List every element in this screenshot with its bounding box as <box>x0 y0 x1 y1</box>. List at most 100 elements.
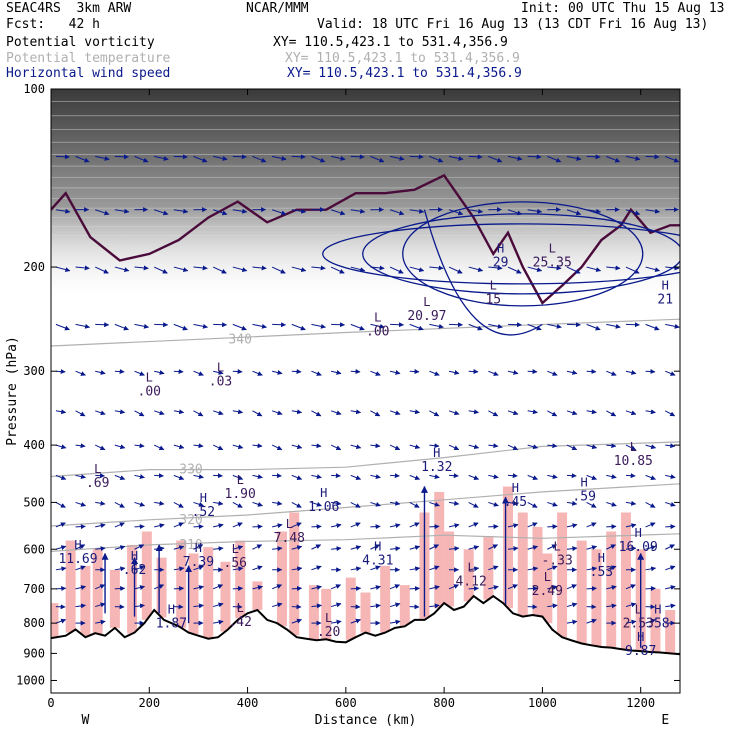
wind-vector <box>527 522 538 528</box>
wind-vector <box>114 369 125 375</box>
wind-vector <box>566 500 578 506</box>
wind-vector <box>370 323 385 329</box>
wind-vector <box>468 323 483 331</box>
wind-vector <box>95 500 106 506</box>
wind-vector <box>409 474 421 480</box>
x-tick-label: 0 <box>47 696 54 710</box>
wind-vector <box>75 544 86 550</box>
wind-vector <box>547 585 558 590</box>
wind-vector <box>291 208 307 214</box>
wind-vector <box>527 369 538 375</box>
wind-vector <box>586 566 598 572</box>
field-xy-potential-temperature: XY= 110.5,423.1 to 531.4,356.9 <box>285 51 520 66</box>
wind-vector <box>586 154 601 160</box>
wind-vector <box>232 522 243 528</box>
wind-vector <box>193 585 204 590</box>
wind-vector <box>468 586 479 592</box>
wind-vector <box>527 586 538 592</box>
pv-fill <box>188 553 199 635</box>
wind-vector <box>95 444 106 451</box>
wind-vector <box>429 370 440 376</box>
wind-vector <box>547 155 562 163</box>
wind-vector <box>566 370 578 375</box>
pv-fill <box>276 531 287 627</box>
wind-vector <box>291 444 303 450</box>
wind-vector <box>213 619 224 625</box>
wind-vector <box>271 266 286 274</box>
wind-vector <box>330 209 346 216</box>
wind-vector <box>114 208 130 214</box>
wind-vector <box>488 410 499 417</box>
high-marker: H <box>512 481 519 495</box>
pv-fill <box>109 569 120 628</box>
wind-vector <box>409 154 424 160</box>
wind-vector <box>370 501 381 507</box>
low-marker: L <box>544 570 551 584</box>
wind-vector <box>370 585 381 590</box>
wind-vector <box>134 603 145 609</box>
wind-vector <box>134 323 150 329</box>
wind-vector <box>291 566 303 572</box>
wind-vector <box>252 474 263 480</box>
wind-vector <box>55 566 67 572</box>
low-marker: L <box>286 517 293 531</box>
extremum-value: 11.69 <box>58 552 97 567</box>
wind-vector <box>350 266 366 273</box>
wind-vector <box>468 409 479 415</box>
wind-vector <box>665 265 680 271</box>
wind-vector <box>488 474 499 480</box>
wind-vector <box>252 544 263 550</box>
wind-vector <box>429 524 440 530</box>
extremum-value: .45 <box>504 495 527 510</box>
wind-vector <box>212 444 224 451</box>
wind-vector <box>645 522 656 528</box>
wind-vector <box>193 265 208 271</box>
wind-vector <box>488 544 498 550</box>
extremum-value: 1.87 <box>156 617 187 632</box>
theta-contour-label: 310 <box>179 538 202 553</box>
wind-vector <box>645 501 656 508</box>
y-tick-label: 400 <box>23 438 45 452</box>
wind-vector <box>232 369 243 375</box>
wind-vector <box>429 501 440 507</box>
wind-vector <box>114 501 125 508</box>
wind-vector <box>154 473 164 479</box>
east-end-label: E <box>661 713 669 728</box>
wind-vector <box>547 565 558 571</box>
wind-vector <box>350 474 362 480</box>
wind-vector <box>606 474 617 480</box>
wind-vector <box>625 266 640 274</box>
wind-vector <box>272 473 282 479</box>
pv-fill <box>620 512 631 650</box>
wind-vector <box>566 155 582 161</box>
low-marker: L <box>325 611 332 625</box>
theta-contour-label: 320 <box>179 513 202 528</box>
pv-fill <box>463 549 474 602</box>
wind-vector <box>448 155 464 161</box>
wind-vector <box>566 410 578 416</box>
extremum-value: -.33 <box>541 554 572 569</box>
wind-vector <box>586 522 597 528</box>
wind-vector <box>173 266 189 273</box>
wind-vector <box>389 523 401 529</box>
wind-vector <box>665 410 676 417</box>
wind-vector <box>527 409 538 415</box>
wind-vector <box>586 545 598 551</box>
extremum-value: 9.87 <box>625 644 656 659</box>
wind-vector <box>55 474 67 480</box>
pv-fill <box>65 540 76 633</box>
wind-vector <box>448 584 459 590</box>
high-marker: H <box>637 630 644 644</box>
low-marker: L <box>468 561 475 575</box>
wind-vector <box>330 444 342 451</box>
wind-vector <box>625 209 641 216</box>
wind-vector <box>507 584 518 590</box>
wind-vector <box>75 501 87 507</box>
wind-vector <box>448 444 460 451</box>
low-marker: L <box>549 242 556 256</box>
wind-vector <box>389 370 401 375</box>
wind-vector <box>429 155 444 163</box>
wind-vector <box>311 544 322 550</box>
wind-vector <box>212 266 227 274</box>
wind-vector <box>547 474 558 480</box>
